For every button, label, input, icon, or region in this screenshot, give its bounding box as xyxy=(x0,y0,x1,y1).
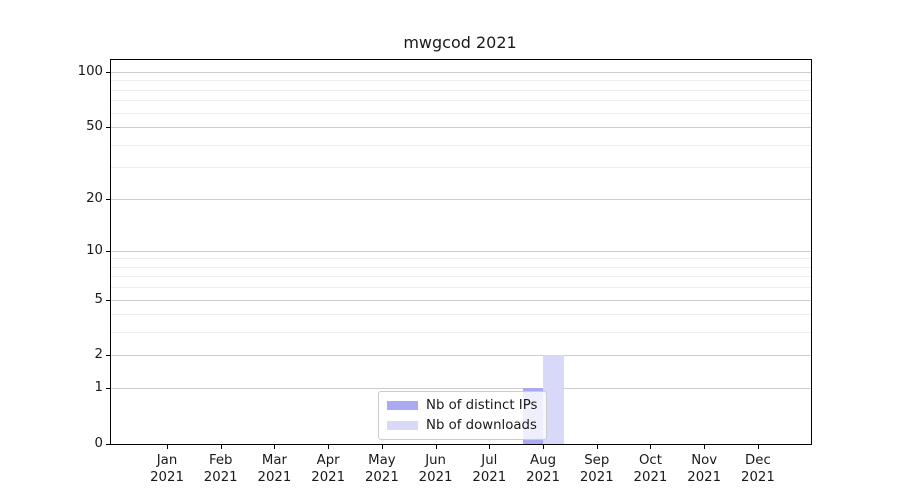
bar-downloads xyxy=(543,355,564,444)
x-tick-mark xyxy=(543,445,545,449)
x-tick-mark xyxy=(167,445,168,449)
x-tick-mark xyxy=(328,445,330,449)
gridline-minor xyxy=(111,112,811,114)
gridline-minor xyxy=(111,314,811,316)
x-tick-mark xyxy=(489,445,491,449)
legend-swatch-downloads xyxy=(387,421,418,430)
gridline-minor xyxy=(111,89,811,91)
x-tick-mark xyxy=(596,445,598,449)
x-tick-label: Apr 2021 xyxy=(311,453,346,485)
x-tick-mark xyxy=(435,445,437,449)
plot-area: Nb of distinct IPs Nb of downloads 0 1 2 5 1… xyxy=(78,59,812,485)
gridline-minor xyxy=(111,266,811,268)
x-tick-label: Nov 2021 xyxy=(687,453,722,485)
x-tick-label: Oct 2021 xyxy=(633,453,668,485)
y-tick-label: 100 xyxy=(77,63,103,79)
gridline-major xyxy=(111,126,811,128)
x-tick-mark xyxy=(381,445,383,449)
x-tick-mark xyxy=(220,445,222,449)
y-tick-mark xyxy=(106,299,110,301)
y-tick-mark xyxy=(106,250,110,252)
y-tick-mark xyxy=(106,71,110,73)
gridline-minor xyxy=(111,287,811,289)
gridline-minor xyxy=(111,144,811,146)
y-tick-label: 50 xyxy=(86,118,103,134)
gridline-major xyxy=(111,71,811,73)
x-tick-mark xyxy=(274,445,276,449)
gridline-minor xyxy=(111,258,811,260)
legend-item-distinct-ips: Nb of distinct IPs xyxy=(387,398,537,413)
y-tick-label: 10 xyxy=(86,242,103,258)
x-tick-label: Sep 2021 xyxy=(579,453,614,485)
gridline-minor xyxy=(111,100,811,102)
x-tick-label: Feb 2021 xyxy=(203,453,238,485)
y-tick-label: 20 xyxy=(86,190,103,206)
y-tick-label: 0 xyxy=(94,436,103,451)
gridline-major xyxy=(111,388,811,390)
chart-title: mwgcod 2021 xyxy=(403,33,517,52)
y-tick-mark xyxy=(106,198,110,200)
y-tick-label: 5 xyxy=(94,291,103,307)
x-tick-label: Jan 2021 xyxy=(150,453,184,485)
gridline-major xyxy=(111,355,811,357)
y-tick-label: 1 xyxy=(94,380,103,396)
legend-item-downloads: Nb of downloads xyxy=(387,418,537,433)
x-tick-label: Jul 2021 xyxy=(472,453,507,485)
y-tick-mark xyxy=(106,444,110,445)
x-tick-mark xyxy=(704,445,706,449)
x-tick-label: Aug 2021 xyxy=(526,453,560,485)
y-tick-label: 2 xyxy=(94,347,103,363)
x-tick-label: May 2021 xyxy=(364,453,399,485)
x-tick-label: Dec 2021 xyxy=(740,453,775,485)
gridline-major xyxy=(111,198,811,200)
gridline-minor xyxy=(111,167,811,169)
x-tick-label: Mar 2021 xyxy=(257,453,292,485)
gridline-major xyxy=(111,299,811,301)
gridline-minor xyxy=(111,332,811,334)
x-tick-label: Jun 2021 xyxy=(418,453,453,485)
gridline-minor xyxy=(111,80,811,82)
gridline-minor xyxy=(111,276,811,278)
y-tick-mark xyxy=(106,388,110,390)
gridline-major xyxy=(111,250,811,252)
legend-swatch-distinct-ips xyxy=(387,401,418,410)
legend-label-distinct-ips: Nb of distinct IPs xyxy=(426,398,538,413)
x-tick-mark xyxy=(650,445,652,449)
y-tick-mark xyxy=(106,355,110,357)
legend-label-downloads: Nb of downloads xyxy=(426,418,537,433)
chart-legend: Nb of distinct IPs Nb of downloads xyxy=(378,391,548,440)
y-tick-mark xyxy=(106,126,110,128)
x-tick-mark xyxy=(757,445,759,449)
